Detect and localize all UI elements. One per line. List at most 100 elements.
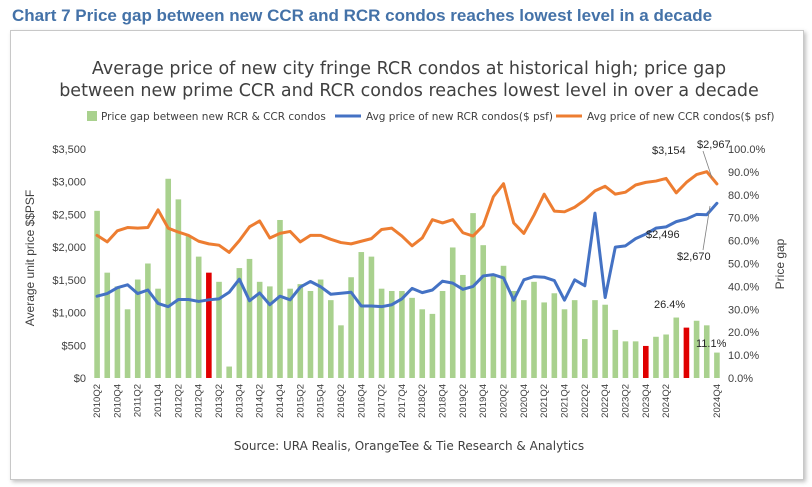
annotation-gap-high: 26.4% [654, 299, 685, 311]
bar-price-gap-37 [470, 213, 476, 378]
bar-price-gap-24 [338, 325, 344, 378]
bar-price-gap-61 [714, 352, 720, 378]
x-tick-label: 2010Q2 [92, 384, 103, 418]
bar-price-gap-21 [307, 290, 314, 378]
x-tick-label: 2022Q2 [580, 384, 591, 418]
y-tick-label: $3,000 [52, 177, 86, 189]
x-tick-label: 2017Q2 [377, 384, 388, 418]
bar-price-gap-22 [317, 279, 324, 378]
annotation-ccr-peak: $3,154 [652, 145, 686, 157]
chart-title-line-2: between new prime CCR and RCR condos rea… [59, 81, 759, 101]
y-tick-label: $1,500 [52, 275, 86, 287]
x-tick-label: 2015Q4 [316, 384, 327, 418]
bar-price-gap-43 [531, 281, 537, 378]
bar-price-gap-25 [348, 277, 354, 378]
line-rcr-price [95, 201, 719, 309]
legend-label-rcr: Avg price of new RCR condos($ psf) [366, 111, 553, 123]
bar-price-gap-33 [429, 313, 436, 378]
x-tick-label: 2014Q2 [255, 384, 266, 418]
bar-price-gap-51 [612, 329, 619, 378]
x-tick-label: 2010Q4 [112, 384, 123, 418]
bar-price-gap-12 [216, 281, 222, 378]
legend-swatch-price-gap [87, 111, 97, 121]
annotation-rcr-last: $2,670 [677, 251, 711, 263]
y2-tick-label: 0.0% [728, 373, 753, 385]
bar-price-gap-7 [165, 178, 172, 378]
bar-price-gap-4 [134, 279, 141, 378]
y-tick-label: $500 [62, 340, 86, 352]
y-axis-right-ticks: 0.0% 10.0% 20.0% 30.0% 40.0% 50.0% 60.0% 70.0% 8… [728, 144, 766, 385]
bar-price-gap-32 [419, 309, 426, 378]
bar-price-gap-18 [277, 219, 283, 378]
bar-price-gap-10 [195, 256, 202, 378]
x-tick-label: 2017Q4 [397, 384, 408, 418]
y2-tick-label: 40.0% [728, 281, 759, 293]
annotations: $3,154 $2,967 $2,496 $2,670 26.4% 11.1% [646, 139, 731, 350]
bar-price-gap-0 [94, 210, 100, 378]
y2-tick-label: 70.0% [728, 213, 759, 225]
y-tick-label: $1,000 [52, 308, 86, 320]
x-tick-label: 2020Q4 [519, 384, 530, 418]
y2-tick-label: 80.0% [728, 190, 759, 202]
bar-price-gap-20 [297, 284, 304, 378]
bars-price-gap [94, 178, 720, 378]
bar-price-gap-16 [256, 281, 263, 378]
bar-price-gap-35 [449, 247, 456, 378]
y2-tick-label: 10.0% [728, 350, 759, 362]
bar-price-gap-29 [388, 290, 395, 378]
legend-label-ccr: Avg price of new CCR condos($ psf) [587, 111, 775, 123]
bar-price-gap-27 [368, 256, 375, 378]
bar-price-gap-59 [693, 320, 700, 378]
x-tick-label: 2018Q2 [417, 384, 428, 418]
bar-price-gap-13 [226, 366, 232, 378]
bar-price-gap-54 [643, 345, 649, 378]
x-tick-label: 2023Q4 [641, 384, 652, 418]
bar-price-gap-56 [663, 334, 669, 378]
y-axis-label: Average unit price $$PSF [23, 190, 37, 327]
bar-price-gap-17 [267, 286, 273, 378]
x-tick-label: 2011Q4 [153, 384, 164, 417]
legend: Price gap between new RCR & CCR condos A… [87, 111, 775, 123]
bar-price-gap-14 [236, 268, 243, 378]
annotation-ccr-last: $2,967 [697, 139, 731, 151]
x-tick-label: 2012Q4 [194, 384, 205, 418]
bar-price-gap-30 [399, 290, 405, 378]
bar-price-gap-44 [541, 302, 547, 378]
x-tick-label: 2014Q4 [275, 384, 286, 418]
annotation-rcr-leader [702, 205, 711, 251]
annotation-rcr-peak: $2,496 [646, 229, 680, 241]
line-ccr-price [95, 170, 719, 254]
bar-price-gap-6 [155, 288, 161, 378]
x-tick-label: 2021Q4 [560, 384, 571, 418]
x-tick-label: 2022Q4 [600, 384, 611, 418]
bar-price-gap-9 [185, 236, 192, 378]
x-tick-label: 2024Q2 [661, 384, 672, 418]
y-tick-label: $0 [74, 373, 86, 385]
bar-price-gap-15 [246, 258, 253, 378]
bar-price-gap-52 [622, 341, 629, 378]
bar-price-gap-2 [114, 286, 121, 378]
x-tick-label: 2019Q2 [458, 384, 469, 418]
x-tick-label: 2011Q2 [133, 384, 144, 417]
y2-tick-label: 20.0% [728, 327, 759, 339]
bar-price-gap-26 [358, 252, 365, 378]
x-tick-label: 2019Q4 [478, 384, 489, 418]
series-lines [95, 170, 719, 309]
bar-price-gap-23 [328, 300, 334, 378]
bar-price-gap-53 [632, 341, 639, 378]
legend-label-price-gap: Price gap between new RCR & CCR condos [101, 111, 326, 123]
bar-price-gap-39 [490, 274, 497, 378]
bar-price-gap-58 [683, 327, 690, 378]
bar-price-gap-57 [673, 317, 680, 378]
x-axis-ticks: 2010Q2 2010Q4 2011Q2 2011Q4 2012Q2 2012Q4 2013… [92, 384, 723, 418]
bar-price-gap-42 [521, 300, 527, 378]
y-tick-label: $3,500 [52, 144, 86, 156]
y-axis-left-ticks: $0 $500 $1,000 $1,500 $2,000 $2,500 $3,000 $3,5… [52, 144, 86, 385]
x-tick-label: 2015Q2 [295, 384, 306, 418]
y2-tick-label: 100.0% [728, 144, 766, 156]
y2-axis-label: Price gap [773, 238, 787, 289]
x-tick-label: 2013Q4 [234, 384, 245, 418]
y-tick-label: $2,000 [52, 242, 86, 254]
bar-price-gap-1 [104, 272, 111, 378]
